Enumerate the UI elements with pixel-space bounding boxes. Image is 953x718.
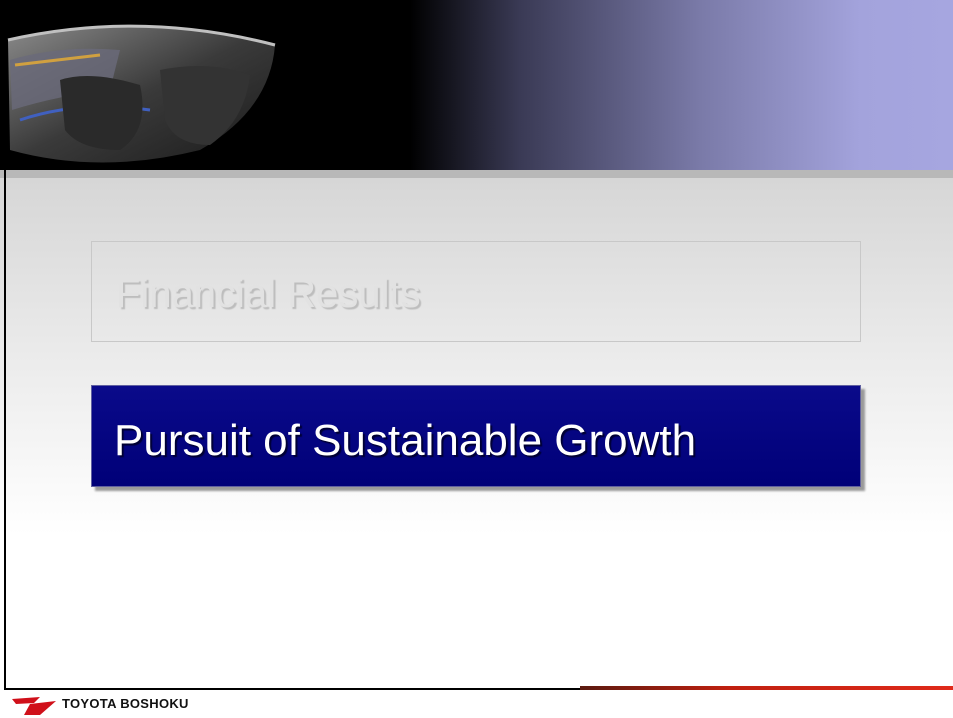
border-line — [4, 0, 6, 690]
brand-name: TOYOTA BOSHOKU — [62, 696, 189, 711]
section-box-inactive: Financial Results — [91, 241, 861, 342]
banner-band — [0, 170, 953, 178]
car-interior-image — [7, 24, 276, 163]
banner — [0, 0, 953, 170]
section-title: Financial Results — [116, 272, 421, 316]
footer-line — [4, 688, 953, 690]
section-box-active: Pursuit of Sustainable Growth — [91, 385, 861, 487]
brand-logo — [12, 697, 56, 715]
section-title: Pursuit of Sustainable Growth — [114, 416, 697, 465]
footer-accent — [580, 686, 953, 690]
